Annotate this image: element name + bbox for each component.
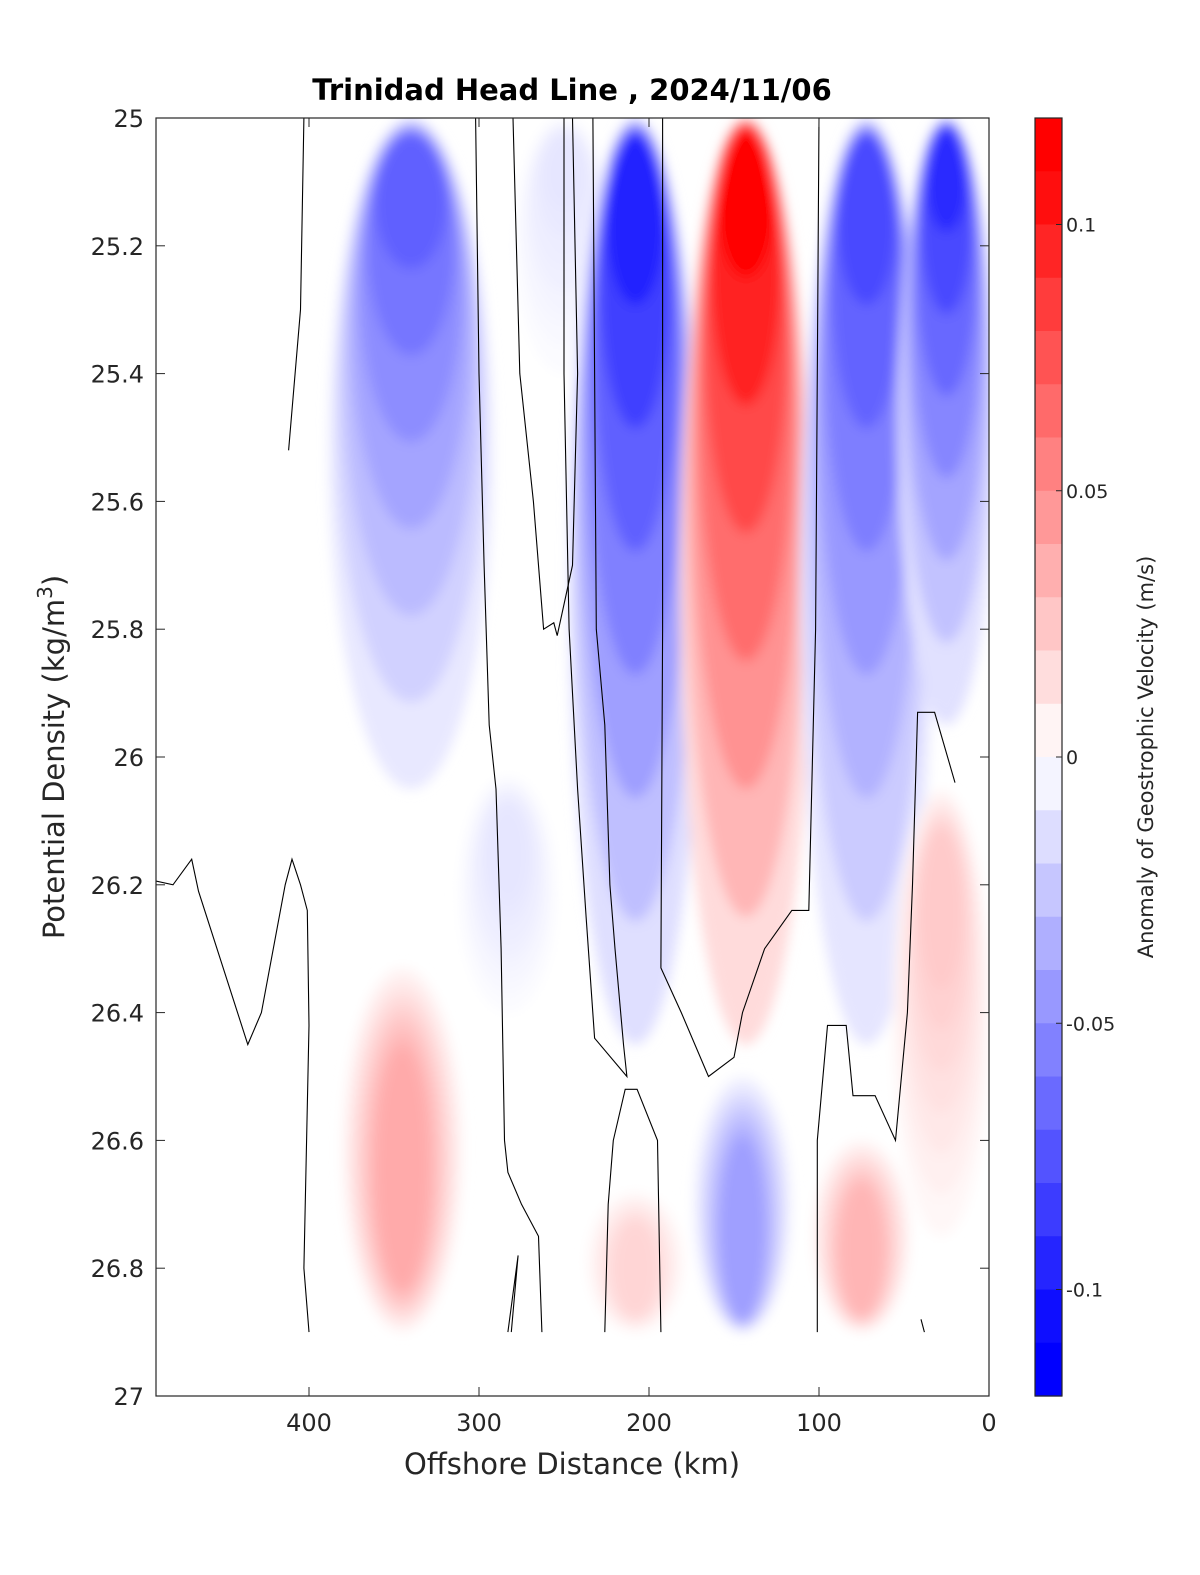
field-feature	[342, 967, 463, 1333]
zero-contour-line	[660, 118, 820, 1078]
colorbar-segment	[1035, 1076, 1062, 1131]
colorbar-segment	[1035, 650, 1062, 705]
colorbar-segment	[1035, 277, 1062, 332]
field-band	[606, 134, 665, 306]
colorbar-segment	[1035, 597, 1062, 652]
zero-contour-line	[816, 711, 956, 1333]
x-tick-label: 0	[981, 1409, 996, 1437]
field-band	[720, 1138, 765, 1322]
field-band	[919, 830, 963, 990]
field-feature	[897, 118, 989, 725]
colorbar-tick-label: 0.1	[1066, 215, 1096, 237]
colorbar-segment	[1035, 1236, 1062, 1291]
colorbar-segment	[1035, 916, 1062, 971]
field-band	[716, 126, 776, 278]
field-feature	[812, 1140, 911, 1333]
colorbar-segment	[1035, 384, 1062, 439]
y-tick-label: 26.4	[91, 1000, 144, 1028]
colorbar-segment	[1035, 331, 1062, 385]
colorbar-tick-label: -0.05	[1066, 1013, 1115, 1035]
field-band	[924, 126, 969, 233]
colorbar-tick-label: 0.05	[1066, 481, 1108, 503]
zero-contour-line	[604, 1088, 662, 1333]
colorbar-segment	[1035, 544, 1062, 598]
colorbar-segment	[1035, 224, 1062, 279]
colorbar-segment	[1035, 437, 1062, 492]
field-feature	[459, 776, 557, 1013]
colorbar-segment	[1035, 970, 1062, 1024]
colorbar-segment	[1035, 703, 1062, 758]
y-tick-label: 25.8	[91, 616, 144, 644]
y-axis-label-superscript: 3	[33, 586, 57, 599]
y-tick-label: 25.4	[91, 361, 144, 389]
x-tick-label: 100	[796, 1409, 842, 1437]
colorbar-segment	[1035, 1183, 1062, 1237]
colorbar-tick-label: 0	[1066, 747, 1078, 769]
colorbar-segment	[1035, 1289, 1062, 1344]
x-tick-label: 300	[456, 1409, 502, 1437]
field-feature	[892, 789, 989, 1237]
y-axis-label-close: )	[37, 575, 71, 586]
colorbar-tick-label: -0.1	[1066, 1280, 1103, 1302]
y-tick-label: 26.2	[91, 872, 144, 900]
colorbar-segment	[1035, 863, 1062, 918]
field-feature	[586, 1191, 685, 1333]
zero-contours	[156, 118, 956, 1333]
y-axis-ticks: 25 25.2 25.4 25.6 25.8 26 26.2 26.4 26.6 26.8 27	[91, 105, 989, 1411]
colorbar-segment	[1035, 490, 1062, 545]
field-band	[375, 1048, 430, 1289]
y-tick-label: 26	[113, 744, 144, 772]
colorbar-ticks: 0.1 0.05 0 -0.05 -0.1	[1056, 215, 1115, 1302]
field-band	[486, 804, 530, 904]
colorbar-segment	[1035, 1342, 1062, 1397]
y-tick-label: 25	[113, 105, 144, 133]
zero-contour-line	[507, 1255, 519, 1333]
colorbar-segment	[1035, 757, 1062, 811]
field-band	[839, 1184, 884, 1316]
zero-contour-line	[512, 118, 579, 636]
y-axis-label-text: Potential Density (kg/m	[37, 599, 71, 939]
colorbar-segment	[1035, 1129, 1062, 1184]
y-tick-label: 26.8	[91, 1255, 144, 1283]
y-tick-label: 25.6	[91, 488, 144, 516]
x-axis-ticks: 400 300 200 100 0	[286, 118, 997, 1437]
colorbar	[1035, 118, 1062, 1397]
zero-contour-line	[288, 118, 305, 451]
x-axis-label: Offshore Distance (km)	[404, 1447, 740, 1481]
colorbar-label: Anomaly of Geostrophic Velocity (m/s)	[1134, 556, 1158, 959]
x-tick-label: 400	[286, 1409, 332, 1437]
x-tick-label: 200	[626, 1409, 672, 1437]
field-band	[613, 1222, 657, 1316]
field-feature	[679, 118, 813, 1045]
chart-title: Trinidad Head Line , 2024/11/06	[312, 73, 832, 107]
zero-contour-line	[563, 118, 628, 1079]
zero-contour-line	[920, 1319, 925, 1333]
y-tick-label: 25.2	[91, 233, 144, 261]
y-axis-label: Potential Density (kg/m3)	[33, 575, 71, 939]
field-band	[837, 134, 896, 306]
colorbar-segment	[1035, 171, 1062, 226]
colorbar-segment	[1035, 1023, 1062, 1078]
y-tick-label: 27	[113, 1383, 144, 1411]
colorbar-segment	[1035, 118, 1062, 172]
field-feature	[693, 1076, 792, 1333]
zero-contour-line	[475, 118, 543, 1333]
velocity-field	[329, 118, 989, 1333]
field-band	[374, 134, 448, 269]
field-feature	[329, 118, 493, 789]
y-tick-label: 26.6	[91, 1127, 144, 1155]
zero-contour-line	[156, 857, 310, 1333]
colorbar-segment	[1035, 810, 1062, 865]
